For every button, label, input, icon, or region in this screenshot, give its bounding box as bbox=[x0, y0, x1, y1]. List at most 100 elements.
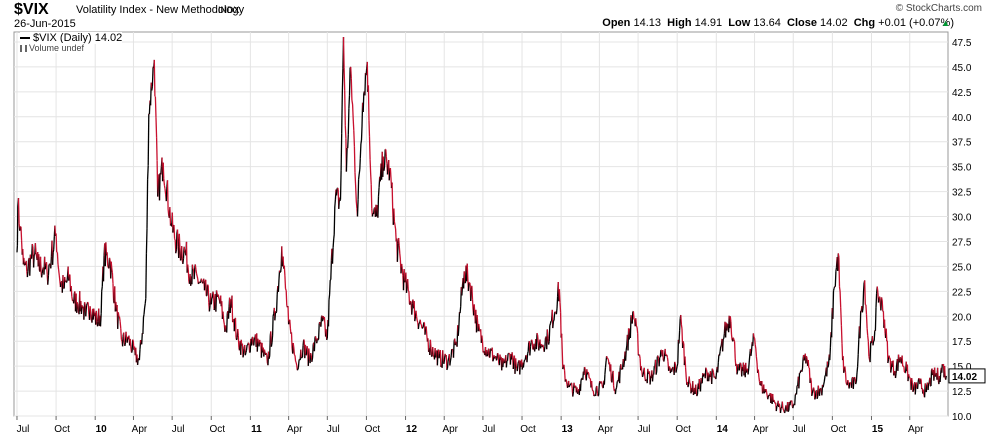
series-line-segment bbox=[340, 133, 343, 171]
series-line-segment bbox=[455, 341, 458, 346]
series-line-segment bbox=[880, 297, 883, 301]
y-tick-label: 42.5 bbox=[952, 88, 972, 99]
series-line-segment bbox=[887, 359, 890, 364]
series-line-segment bbox=[244, 352, 247, 356]
series-line-segment bbox=[452, 341, 455, 358]
series-line-segment bbox=[311, 344, 314, 358]
series-line-segment bbox=[461, 286, 464, 296]
series-line-segment bbox=[393, 221, 396, 226]
series-line-segment bbox=[758, 377, 761, 382]
series-line-segment bbox=[215, 290, 218, 294]
series-line-segment bbox=[845, 382, 848, 385]
series-line-segment bbox=[51, 252, 54, 265]
series-line-segment bbox=[191, 264, 194, 270]
series-line-segment bbox=[62, 275, 65, 289]
series-line-segment bbox=[347, 134, 349, 149]
series-line-segment bbox=[723, 333, 726, 339]
series-line-segment bbox=[814, 397, 817, 400]
series-line-segment bbox=[856, 366, 859, 373]
series-line-segment bbox=[811, 392, 814, 397]
series-line-segment bbox=[99, 313, 102, 327]
series-line-segment bbox=[422, 322, 425, 327]
series-line-segment bbox=[157, 186, 159, 197]
series-line-segment bbox=[919, 378, 922, 385]
series-line-segment bbox=[283, 265, 286, 276]
series-line-segment bbox=[925, 384, 928, 393]
series-line-segment bbox=[173, 224, 176, 239]
series-line-segment bbox=[624, 350, 627, 361]
series-line-segment bbox=[497, 352, 499, 355]
series-line-segment bbox=[280, 266, 282, 273]
series-line-segment bbox=[635, 318, 638, 327]
series-line-segment bbox=[446, 361, 449, 369]
series-line-segment bbox=[911, 378, 913, 383]
series-line-segment bbox=[435, 352, 437, 358]
series-line-segment bbox=[894, 373, 897, 379]
series-line-segment bbox=[717, 354, 720, 363]
series-line-segment bbox=[527, 342, 530, 352]
series-line-segment bbox=[385, 149, 387, 157]
series-line-segment bbox=[912, 384, 915, 391]
series-line-segment bbox=[653, 365, 655, 375]
series-line-segment bbox=[737, 363, 740, 366]
series-line-segment bbox=[761, 392, 764, 394]
series-line-segment bbox=[295, 362, 298, 366]
series-line-segment bbox=[326, 337, 328, 341]
series-line-segment bbox=[663, 356, 666, 362]
series-line-segment bbox=[640, 366, 643, 373]
series-line-segment bbox=[890, 367, 893, 373]
series-line-segment bbox=[874, 307, 877, 331]
y-tick-label: 15.0 bbox=[952, 362, 972, 373]
series-line-segment bbox=[119, 321, 122, 329]
x-tick-label: Jul bbox=[483, 424, 496, 435]
series-line-segment bbox=[809, 377, 812, 381]
legend-series-label: $VIX (Daily) 14.02 bbox=[33, 32, 123, 44]
series-line-segment bbox=[720, 345, 722, 348]
series-line-segment bbox=[277, 280, 280, 292]
series-line-segment bbox=[319, 321, 321, 325]
series-line-segment bbox=[357, 179, 360, 200]
series-line-segment bbox=[680, 314, 683, 325]
price-chart[interactable]: 10.0 12.5 15.0 17.5 20.0 22.5 25.0 27.5 30.0 32.5… bbox=[0, 30, 988, 439]
series-line-segment bbox=[563, 364, 566, 371]
chart-header: $VIX Volatility Index - New Methodology … bbox=[0, 0, 988, 30]
series-line-segment bbox=[313, 337, 316, 352]
series-line-segment bbox=[914, 384, 917, 395]
series-line-segment bbox=[419, 319, 422, 325]
series-line-segment bbox=[146, 179, 149, 229]
series-line-segment bbox=[50, 256, 53, 269]
series-line-segment bbox=[66, 274, 69, 282]
series-line-segment bbox=[832, 288, 835, 291]
series-line-segment bbox=[692, 393, 695, 396]
series-line-segment bbox=[827, 364, 830, 368]
series-line-segment bbox=[641, 374, 644, 378]
series-line-segment bbox=[715, 372, 718, 380]
series-line-segment bbox=[738, 363, 741, 371]
series-line-segment bbox=[193, 267, 196, 280]
series-line-segment bbox=[468, 282, 471, 285]
series-line-segment bbox=[658, 357, 661, 367]
series-line-segment bbox=[195, 269, 198, 274]
series-line-segment bbox=[129, 338, 132, 347]
series-line-segment bbox=[65, 281, 68, 283]
series-line-segment bbox=[196, 275, 199, 279]
series-line-segment bbox=[838, 286, 841, 292]
brand-link[interactable]: © StockCharts.com bbox=[895, 3, 982, 14]
series-line-segment bbox=[620, 364, 623, 370]
series-line-segment bbox=[451, 348, 453, 351]
series-line-segment bbox=[778, 403, 781, 407]
series-line-segment bbox=[290, 332, 293, 349]
series-line-segment bbox=[607, 358, 609, 360]
series-line-segment bbox=[360, 126, 363, 141]
series-line-segment bbox=[85, 305, 88, 317]
series-line-segment bbox=[199, 281, 202, 284]
series-line-segment bbox=[411, 303, 414, 315]
series-line-segment bbox=[839, 291, 842, 308]
series-line-segment bbox=[341, 68, 344, 95]
series-line-segment bbox=[52, 249, 55, 253]
series-line-segment bbox=[200, 278, 203, 282]
series-line-segment bbox=[143, 303, 146, 309]
series-line-segment bbox=[89, 306, 92, 314]
series-line-segment bbox=[57, 269, 60, 276]
low-value: 13.64 bbox=[753, 17, 781, 29]
